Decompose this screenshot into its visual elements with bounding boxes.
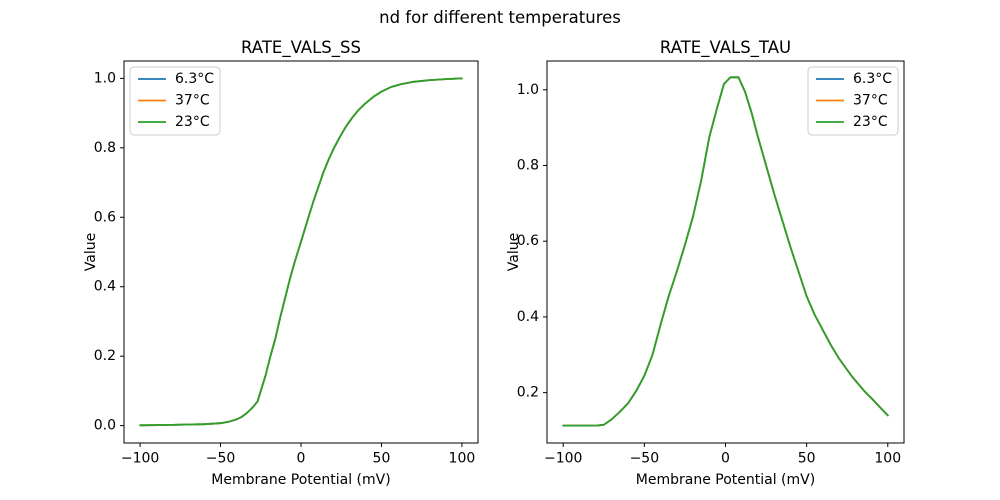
legend-label: 6.3°C [175, 71, 214, 87]
x-axis-label: Membrane Potential (mV) [636, 472, 815, 488]
legend-label: 23°C [175, 114, 210, 130]
x-tick-label: 50 [373, 451, 391, 467]
x-axis-label: Membrane Potential (mV) [211, 472, 390, 488]
y-tick-label: 1.0 [94, 70, 116, 86]
subplot-RATE_VALS_SS: −100 −50 0 50 100 0.0 0.2 0.4 0.6 0.8 1.0 Membrane … [83, 38, 479, 488]
y-tick-label: 1.0 [517, 82, 539, 98]
x-tick-label: −50 [630, 451, 660, 467]
subplot-RATE_VALS_TAU: −100 −50 0 50 100 0.2 0.4 0.6 0.8 1.0 Membrane Pot… [506, 38, 905, 488]
y-tick-label: 0.6 [517, 233, 539, 249]
y-tick-label: 0.6 [94, 209, 116, 225]
legend-label: 6.3°C [853, 71, 892, 87]
x-tick-label: 0 [721, 451, 730, 467]
series-line-23°C [139, 77, 463, 427]
series-line-23°C [562, 76, 889, 427]
figure-suptitle: nd for different temperatures [379, 8, 621, 27]
y-tick-label: 0.8 [517, 157, 539, 173]
x-tick-label: −100 [544, 451, 582, 467]
subplot-title: RATE_VALS_SS [241, 38, 361, 58]
y-tick-label: 0.4 [94, 279, 116, 295]
y-tick-label: 0.8 [94, 140, 116, 156]
x-tick-label: −50 [206, 451, 236, 467]
x-tick-label: 0 [297, 451, 306, 467]
legend-label: 37°C [853, 93, 888, 109]
y-axis-label: Value [506, 233, 522, 271]
y-tick-label: 0.2 [94, 348, 116, 364]
x-tick-label: 100 [874, 451, 901, 467]
legend-box [129, 66, 221, 136]
y-tick-label: 0.4 [517, 309, 539, 325]
x-tick-label: −100 [121, 451, 159, 467]
legend-box [807, 66, 899, 136]
legend-label: 37°C [175, 93, 210, 109]
y-tick-label: 0.2 [517, 385, 539, 401]
x-tick-label: 100 [449, 451, 476, 467]
y-tick-label: 0.0 [94, 418, 116, 434]
subplot-title: RATE_VALS_TAU [660, 38, 791, 58]
x-tick-label: 50 [798, 451, 816, 467]
legend-label: 23°C [853, 114, 888, 130]
y-axis-label: Value [83, 233, 99, 271]
